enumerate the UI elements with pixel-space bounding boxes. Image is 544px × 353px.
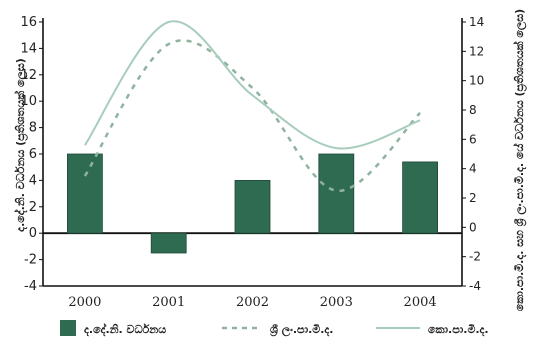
left-tick-label: 0 [29,226,37,241]
right-tick-label: 0 [469,220,477,234]
left-tick-label: 14 [20,41,37,56]
left-tick-label: 8 [29,121,37,136]
right-axis-title: කො.පා.මි.ද. සහ ශ්‍රී ලං.පා.මි.ද. යේ වර්ධ… [512,9,528,311]
legend-bar-label: ද.දේ.නි. වර්ධනය [84,322,166,337]
right-tick-label: 10 [469,74,484,88]
right-tick-label: 14 [469,15,484,29]
category-labels: 2000 2001 2002 2003 2004 [68,295,436,310]
right-tick-label: 4 [469,162,477,176]
right-tick-label: 8 [469,103,477,117]
left-axis-ticks: -4 -2 0 2 4 6 8 10 12 14 16 [20,15,43,294]
left-tick-label: 10 [20,94,37,109]
left-axis-title: ද.දේ.නි. වර්ධනය (ප්‍රතිශතයක් ලෙස) [13,58,29,232]
legend-bar-swatch [60,320,76,336]
legend: ද.දේ.නි. වර්ධනය ශ්‍රී ලං.පා.මි.ද. කො.පා.… [60,320,489,338]
bar [318,153,355,234]
category-label: 2004 [404,295,437,310]
bar [402,161,439,234]
left-tick-label: 16 [20,15,37,30]
left-tick-label: -2 [24,253,37,268]
category-label: 2001 [152,295,185,310]
right-tick-label: -4 [469,279,481,293]
right-tick-label: 6 [469,132,477,146]
dashed-series-line [83,39,421,192]
legend-dashed-label: ශ්‍රී ලං.පා.මි.ද. [270,323,334,338]
bar [67,153,103,234]
bar [150,232,187,254]
left-tick-label: 12 [20,68,37,83]
bar-series [67,153,439,254]
right-tick-label: 2 [469,191,477,205]
left-tick-label: -4 [24,279,37,294]
solid-series-line [84,20,421,150]
legend-solid-label: කො.පා.මි.ද. [428,323,489,337]
category-label: 2003 [320,295,353,310]
left-tick-label: 6 [29,147,37,162]
category-label: 2002 [236,295,269,310]
category-label: 2000 [68,295,101,310]
right-tick-label: -2 [469,250,481,264]
left-tick-label: 4 [29,173,37,188]
left-tick-label: 2 [29,200,37,215]
right-tick-label: 12 [469,44,484,58]
plot-frame [42,18,463,287]
line-series [83,20,421,192]
right-axis-ticks: -4 -2 0 2 4 6 8 10 12 14 [462,15,484,293]
bar [234,179,271,234]
